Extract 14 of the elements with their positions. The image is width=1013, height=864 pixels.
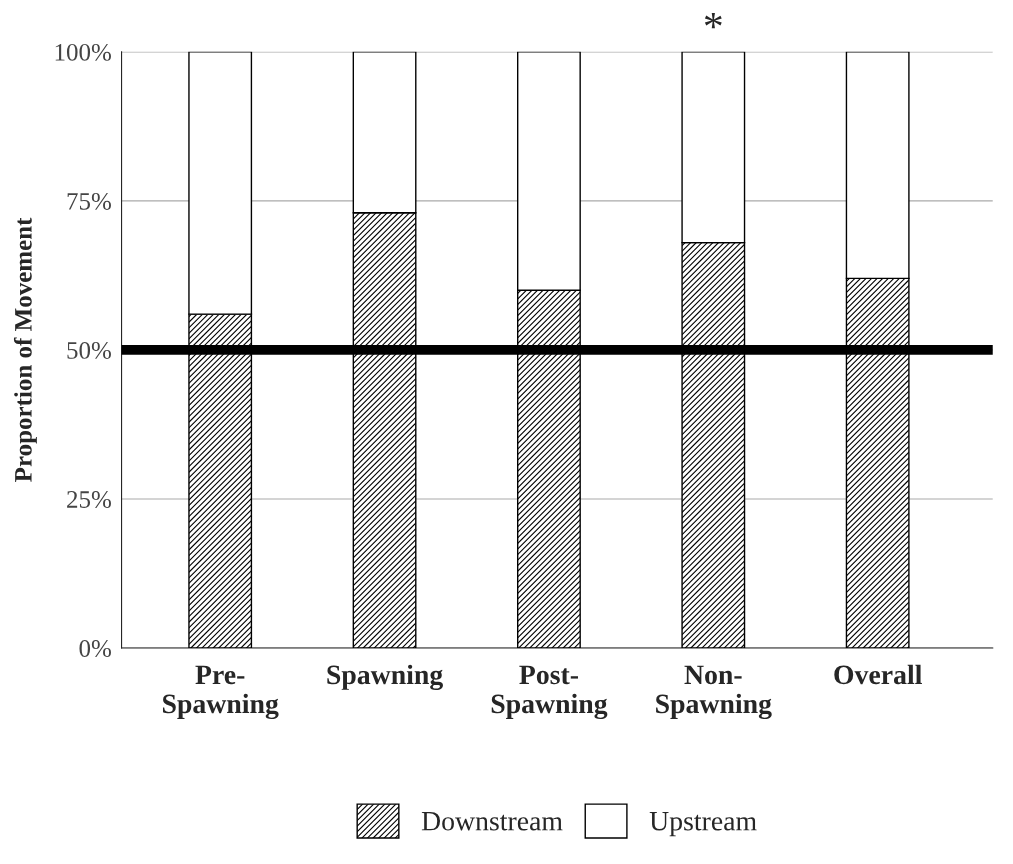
annotation: *: [704, 12, 722, 29]
legend-label: Downstream: [421, 812, 563, 831]
y-axis-title: Proportion of Movement: [13, 217, 37, 482]
legend-label: Upstream: [649, 812, 757, 837]
x-tick-label: Overall: [834, 664, 922, 685]
x-tick-label: Spawning: [327, 664, 443, 691]
y-tick-label: 75%: [67, 192, 111, 210]
y-tick-label: 100%: [55, 43, 111, 61]
x-tick-label: Non- Spawning: [656, 665, 772, 720]
x-tick-label: Post- Spawning: [491, 665, 608, 720]
y-tick-label: 0%: [79, 640, 111, 657]
y-tick-label: 25%: [67, 491, 111, 508]
x-tick-label: Pre- Spawning: [162, 665, 279, 720]
y-tick-label: 50%: [67, 341, 111, 359]
